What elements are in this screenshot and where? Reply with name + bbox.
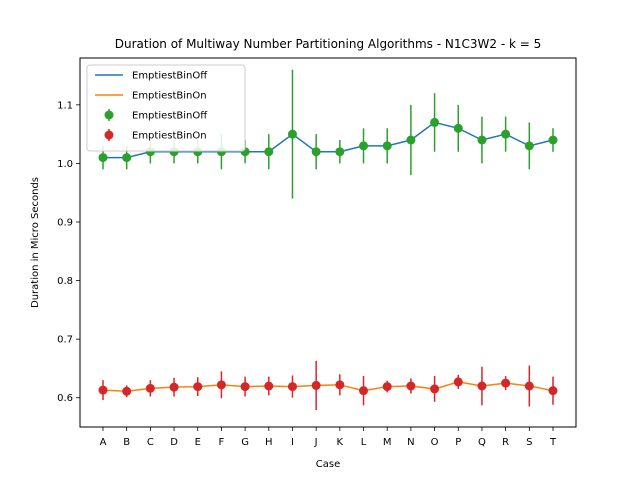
data-point-1-F	[216, 380, 226, 390]
data-point-1-N	[406, 381, 416, 391]
legend: EmptiestBinOff EmptiestBinOn EmptiestBinOf…	[86, 64, 246, 152]
plot-area	[98, 69, 558, 411]
data-point-0-J	[311, 147, 321, 157]
data-point-1-P	[453, 377, 463, 387]
data-point-0-N	[406, 135, 416, 145]
x-tick-label-K: K	[337, 437, 344, 448]
y-tick-label-1: 0.7	[57, 335, 73, 346]
x-tick-label-N: N	[407, 437, 414, 448]
data-point-1-D	[169, 382, 179, 392]
data-point-1-T	[548, 386, 558, 396]
data-point-0-K	[335, 147, 345, 157]
data-point-1-B	[122, 386, 132, 396]
data-point-0-I	[287, 129, 297, 139]
data-point-0-S	[524, 141, 534, 151]
data-point-0-P	[453, 123, 463, 133]
x-tick-label-J: J	[314, 437, 318, 448]
x-tick-label-P: P	[455, 437, 461, 448]
data-point-1-C	[145, 383, 155, 393]
y-tick-label-0: 0.6	[57, 393, 73, 404]
y-tick-label-3: 0.9	[57, 218, 73, 229]
data-point-1-Q	[477, 381, 487, 391]
data-point-1-O	[430, 384, 440, 394]
data-point-0-Q	[477, 135, 487, 145]
data-point-1-A	[98, 385, 108, 395]
y-tick-label-4: 1.0	[57, 159, 73, 170]
data-point-1-K	[335, 380, 345, 390]
legend-label-3: EmptiestBinOn	[132, 131, 207, 142]
data-point-0-T	[548, 135, 558, 145]
x-tick-label-G: G	[241, 437, 249, 448]
legend-box	[86, 64, 246, 152]
legend-label-0: EmptiestBinOff	[132, 71, 208, 82]
y-tick-label-2: 0.8	[57, 276, 73, 287]
legend-label-2: EmptiestBinOff	[132, 111, 208, 122]
x-tick-label-O: O	[431, 437, 439, 448]
x-tick-label-R: R	[502, 437, 509, 448]
data-point-0-R	[501, 129, 511, 139]
x-tick-label-E: E	[195, 437, 201, 448]
data-point-0-M	[382, 141, 392, 151]
x-axis-title: Case	[316, 459, 340, 470]
data-point-1-J	[311, 380, 321, 390]
data-point-1-H	[264, 381, 274, 391]
y-tick-label-5: 1.1	[57, 100, 73, 111]
axis-ticks: A B C D E F G H I J K L M N O P Q R S T 0.6 0.7 0.8 0.9 1.0 1.1	[57, 100, 557, 448]
x-tick-label-B: B	[123, 437, 130, 448]
data-point-1-E	[193, 382, 203, 392]
x-tick-label-T: T	[549, 437, 557, 448]
x-tick-label-C: C	[147, 437, 154, 448]
data-point-0-A	[98, 153, 108, 163]
x-tick-label-D: D	[170, 437, 178, 448]
data-point-0-B	[122, 153, 132, 163]
legend-point-marker-2	[104, 110, 114, 120]
data-point-1-L	[359, 386, 369, 396]
chart-title: Duration of Multiway Number Partitioning…	[115, 37, 541, 51]
plot-frame	[79, 57, 577, 428]
legend-label-1: EmptiestBinOn	[132, 91, 207, 102]
x-tick-label-M: M	[383, 437, 392, 448]
data-point-1-R	[501, 378, 511, 388]
x-tick-label-H: H	[265, 437, 273, 448]
data-point-1-S	[524, 381, 534, 391]
legend-point-marker-3	[104, 130, 114, 140]
x-tick-label-S: S	[526, 437, 532, 448]
x-tick-label-I: I	[291, 437, 294, 448]
x-tick-label-Q: Q	[478, 437, 486, 448]
y-axis-title: Duration in Micro Seconds	[30, 177, 41, 308]
data-point-0-O	[430, 117, 440, 127]
x-tick-label-F: F	[219, 437, 225, 448]
data-point-0-L	[359, 141, 369, 151]
data-point-1-I	[287, 382, 297, 392]
data-point-1-G	[240, 382, 250, 392]
data-point-1-M	[382, 382, 392, 392]
x-tick-label-A: A	[100, 437, 107, 448]
x-tick-label-L: L	[361, 437, 367, 448]
data-point-0-H	[264, 147, 274, 157]
